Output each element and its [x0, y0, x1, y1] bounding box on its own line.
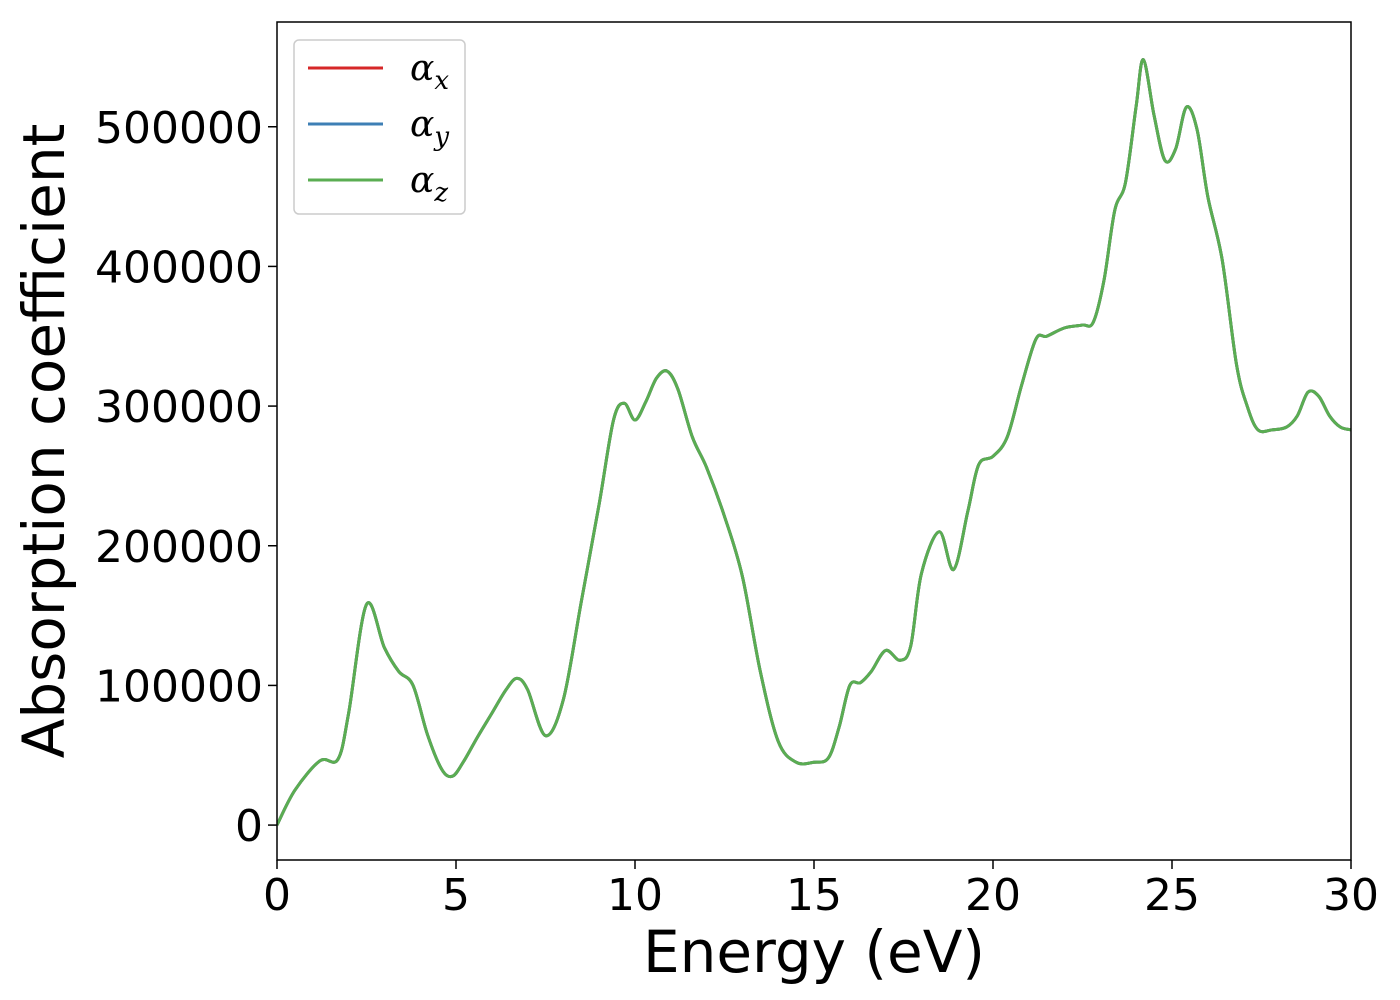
- y-axis-title: Absorption coefficient: [10, 124, 78, 759]
- y-tick-label: 300000: [95, 382, 263, 433]
- y-tick-label: 200000: [95, 522, 263, 573]
- y-axis: 0 100000 200000 300000 400000 500000: [95, 103, 277, 852]
- legend-box: [293, 39, 466, 215]
- legend-subscript: y: [433, 122, 449, 152]
- legend-symbol: α: [410, 48, 434, 89]
- legend-label: αz: [410, 160, 448, 208]
- x-axis-title: Energy (eV): [643, 918, 985, 986]
- legend-label: αx: [410, 48, 449, 96]
- x-tick-label: 0: [263, 870, 291, 921]
- x-tick-label: 25: [1144, 870, 1200, 921]
- y-tick-label: 400000: [95, 242, 263, 293]
- legend-symbol: α: [410, 104, 434, 145]
- legend-subscript: x: [434, 66, 449, 96]
- series-line-z: [277, 58, 1351, 826]
- legend-subscript: z: [433, 178, 448, 208]
- series-layer: [277, 58, 1351, 826]
- y-tick-label: 100000: [95, 661, 263, 712]
- legend-label: αy: [410, 104, 449, 152]
- x-tick-label: 15: [786, 870, 842, 921]
- legend-symbol: α: [410, 160, 434, 201]
- x-tick-label: 5: [442, 870, 470, 921]
- x-axis: 0 5 10 15 20 25 30: [263, 860, 1379, 921]
- y-tick-label: 500000: [95, 103, 263, 154]
- x-tick-label: 20: [965, 870, 1021, 921]
- x-tick-label: 10: [607, 870, 663, 921]
- y-tick-label: 0: [235, 801, 263, 852]
- x-tick-label: 30: [1323, 870, 1379, 921]
